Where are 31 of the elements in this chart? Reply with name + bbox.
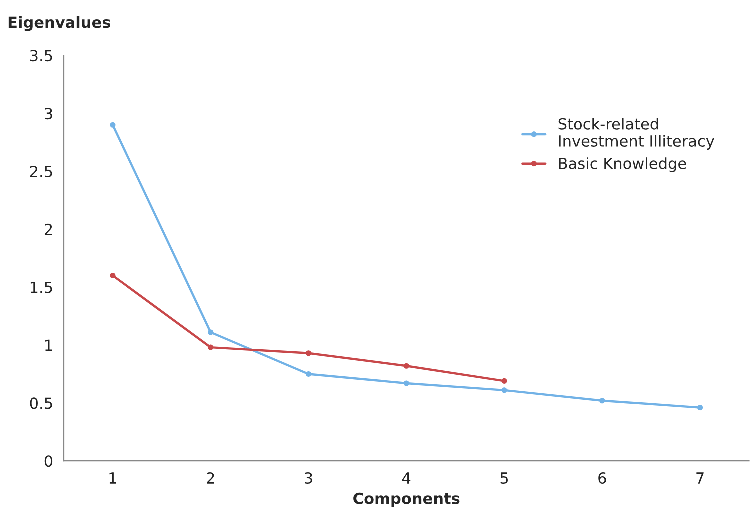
- x-tick-label: 1: [110, 472, 116, 484]
- point: [502, 388, 508, 394]
- y-tick-label: 1.5: [30, 282, 52, 294]
- point: [110, 122, 116, 128]
- point: [600, 398, 606, 404]
- point: [502, 378, 508, 384]
- y-tick-label: 1: [46, 340, 52, 352]
- y-tick-label: 3.5: [30, 50, 52, 62]
- point: [698, 405, 704, 411]
- y-tick-label: 0: [44, 456, 53, 468]
- x-tick-label: 6: [598, 472, 606, 484]
- point: [208, 344, 214, 350]
- point: [306, 350, 312, 356]
- point: [110, 272, 116, 279]
- point: [208, 330, 214, 336]
- x-tick-label: 7: [696, 472, 704, 484]
- x-tick-label: 5: [500, 472, 508, 484]
- point: [404, 380, 410, 386]
- y-tick-label: 3: [45, 108, 52, 120]
- y-tick-label: 2.5: [30, 166, 52, 178]
- y-tick-label: 0.5: [30, 398, 52, 410]
- x-tick-label: 2: [207, 472, 214, 484]
- y-tick-label: 2: [44, 224, 52, 236]
- x-tick-label: 4: [402, 472, 411, 484]
- point: [306, 371, 312, 377]
- legend-label: Stock-related Investment Illiteracy: [558, 118, 714, 150]
- point: [404, 363, 410, 369]
- y-axis-title: Eigenvalues: [8, 16, 110, 32]
- x-axis-title: Components: [354, 492, 460, 508]
- legend-label: Basic Knowledge: [559, 158, 686, 172]
- x-tick-label: 3: [305, 472, 312, 484]
